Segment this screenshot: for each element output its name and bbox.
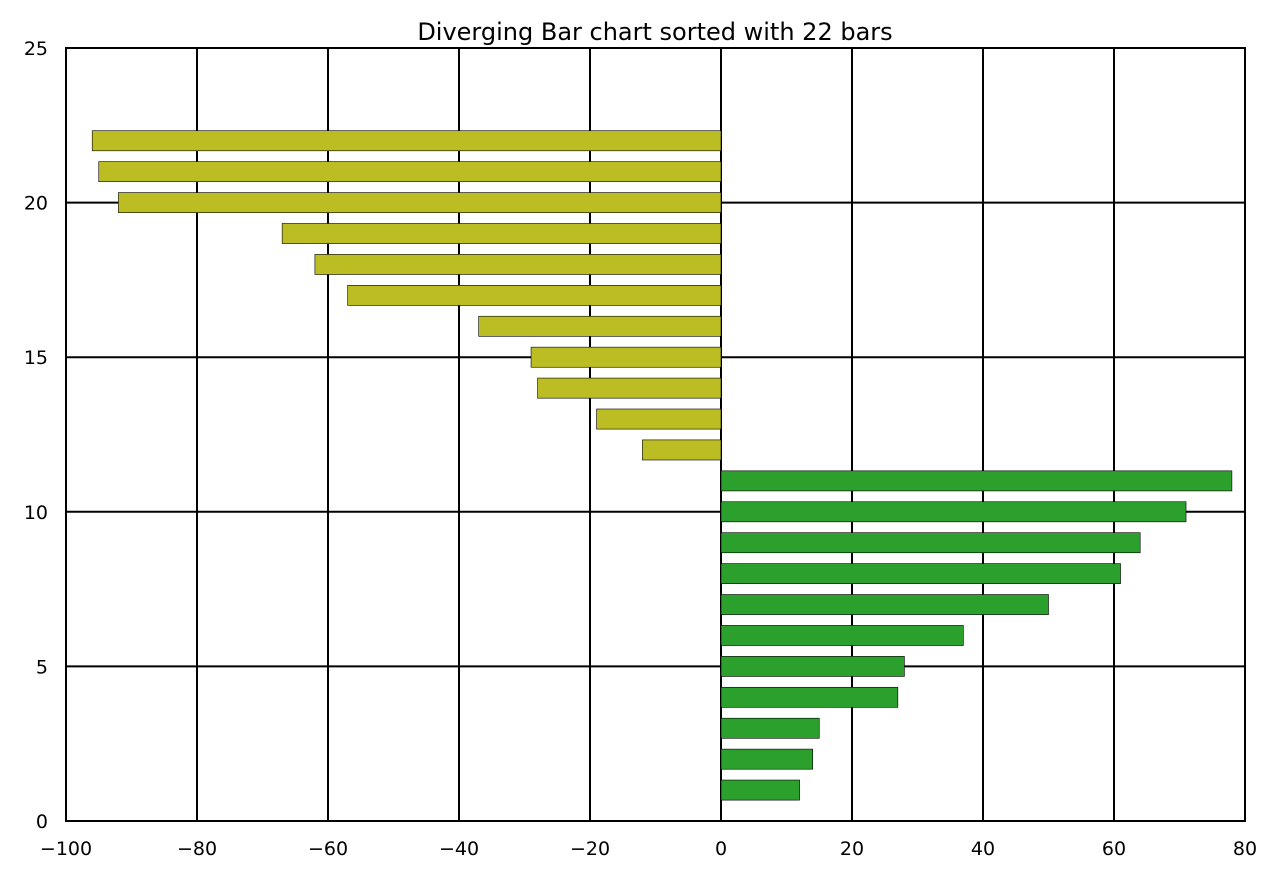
- bar-7: [720, 594, 1049, 615]
- bar-20: [118, 192, 722, 213]
- y-tick-label: 5: [36, 656, 48, 678]
- x-tick-label: 60: [1102, 838, 1126, 860]
- chart-title: Diverging Bar chart sorted with 22 bars: [417, 18, 892, 46]
- y-tick-label: 20: [24, 193, 48, 215]
- bar-16: [478, 315, 722, 337]
- x-tick-label: −40: [439, 838, 479, 860]
- y-axis-ticks: 0 5 10 15 20 25: [24, 38, 48, 833]
- x-tick-label: −60: [308, 838, 348, 860]
- plot-frame: [65, 47, 1246, 822]
- x-tick-label: −20: [570, 838, 610, 860]
- bar-8: [720, 563, 1121, 584]
- bar-5: [720, 656, 905, 677]
- bar-22: [91, 130, 722, 152]
- x-tick-label: −80: [177, 838, 217, 860]
- bar-13: [596, 408, 722, 430]
- bar-1: [720, 779, 800, 801]
- x-tick-label: 20: [840, 838, 864, 860]
- bar-3: [720, 717, 820, 739]
- bar-17: [347, 285, 722, 306]
- bar-6: [720, 625, 964, 646]
- bar-10: [720, 501, 1187, 523]
- bar-15: [530, 346, 722, 368]
- bar-2: [720, 748, 813, 770]
- bar-12: [642, 439, 722, 461]
- y-tick-label: 0: [36, 811, 48, 833]
- x-tick-label: 40: [971, 838, 995, 860]
- bar-11: [720, 470, 1233, 492]
- x-tick-label: 80: [1233, 838, 1257, 860]
- y-tick-label: 10: [24, 502, 48, 524]
- x-tick-label: −100: [40, 838, 92, 860]
- bar-9: [720, 532, 1141, 554]
- y-tick-label: 15: [24, 347, 48, 369]
- x-axis-ticks: −100 −80 −60 −40 −20 0 20 40 60 80: [40, 838, 1257, 860]
- y-tick-label: 25: [24, 38, 48, 60]
- x-tick-label: 0: [715, 838, 727, 860]
- bars: [91, 130, 1233, 801]
- bar-21: [98, 161, 722, 183]
- bar-14: [537, 377, 722, 399]
- bar-18: [314, 254, 722, 275]
- bar-4: [720, 686, 899, 708]
- bar-19: [281, 223, 722, 244]
